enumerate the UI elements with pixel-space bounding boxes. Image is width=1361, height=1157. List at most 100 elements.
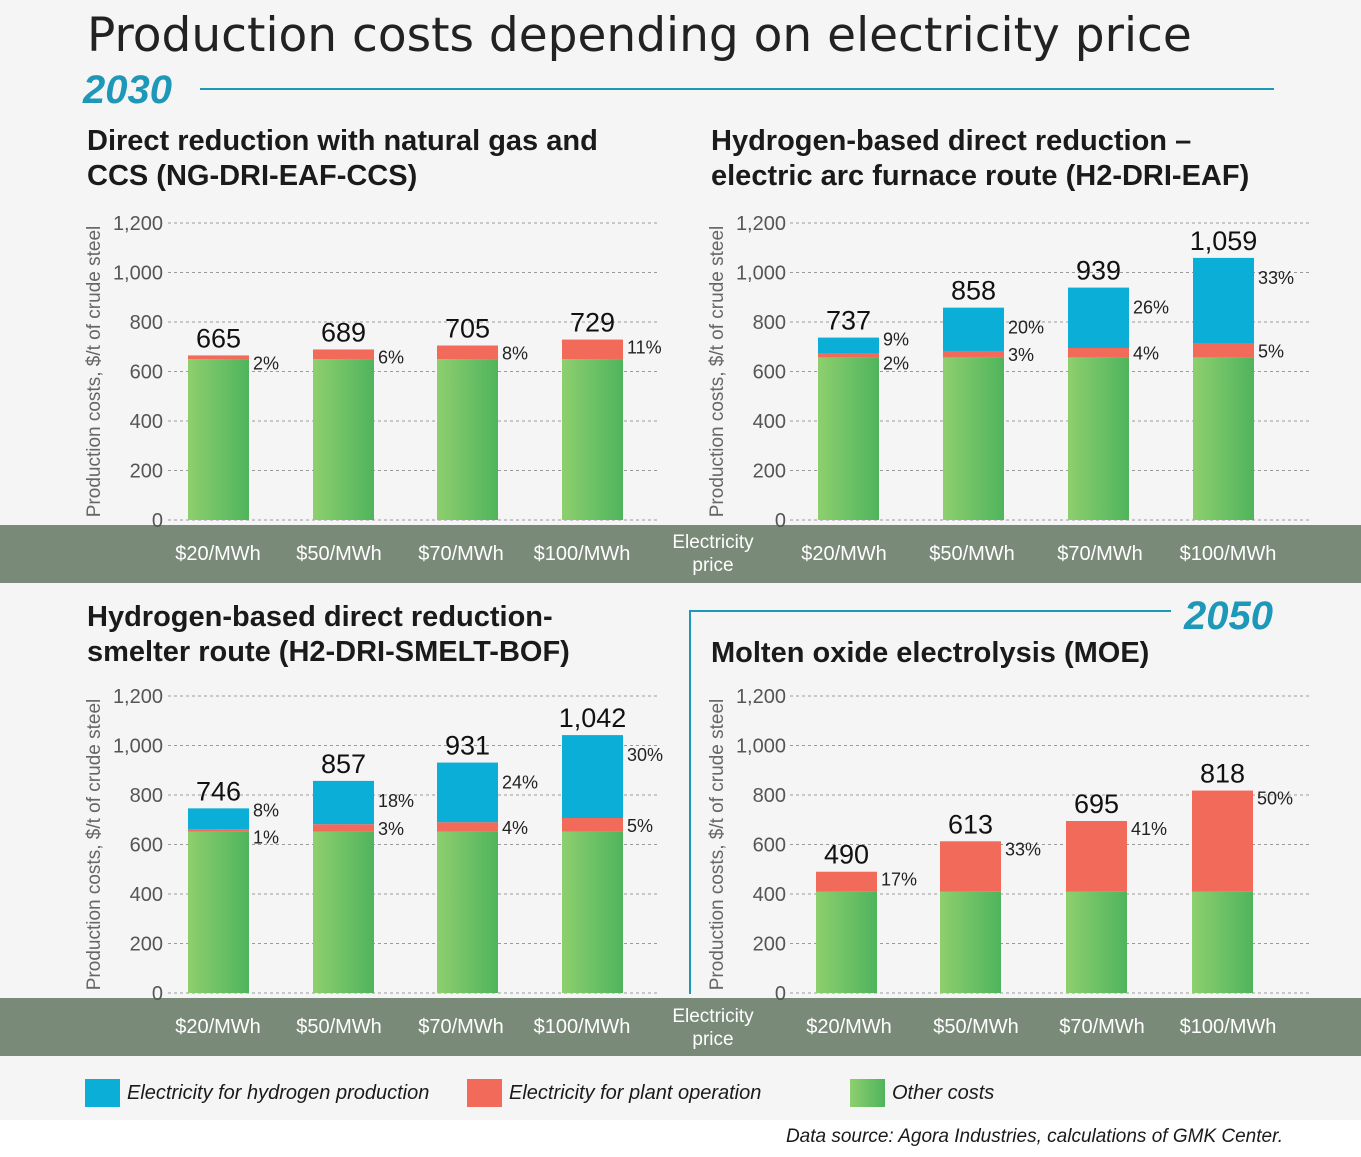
source-band	[0, 1120, 1361, 1157]
y-tick-label: 800	[753, 312, 786, 334]
x-category-label: $100/MWh	[1180, 543, 1277, 565]
bar-other-costs	[1192, 891, 1253, 993]
bar-group: 705 8%	[437, 314, 528, 520]
x-category-label: $50/MWh	[933, 1016, 1019, 1038]
y-tick-label: 1,200	[736, 686, 786, 708]
chart-title-h2-dri-eaf: Hydrogen-based direct reduction – electr…	[711, 124, 1249, 194]
y-tick-label: 1,200	[113, 686, 163, 708]
xaxis-band-bottom	[0, 998, 1361, 1056]
x-category-label: $70/MWh	[418, 1016, 504, 1038]
chart-title-h2-dri-smelt-line1: Hydrogen-based direct reduction-	[87, 601, 553, 633]
xaxis-title-bottom-line2: price	[692, 1029, 734, 1050]
bar-hydrogen-electricity	[188, 808, 249, 830]
legend-label-plant: Electricity for plant operation	[509, 1081, 762, 1104]
bar-hydrogen-electricity	[437, 762, 498, 823]
bar-total-label: 939	[1076, 256, 1121, 286]
plant-share-label: 50%	[1257, 789, 1293, 809]
chart-title-moe: Molten oxide electrolysis (MOE)	[711, 636, 1149, 671]
hydrogen-share-label: 18%	[378, 791, 414, 811]
bar-total-label: 705	[445, 314, 490, 344]
bar-other-costs	[437, 831, 498, 993]
bar-total-label: 818	[1200, 759, 1245, 789]
y-tick-label: 600	[130, 835, 163, 857]
bar-other-costs	[816, 891, 877, 993]
bar-plant-electricity	[313, 349, 374, 360]
xaxis-title-top: Electricity price	[658, 531, 768, 577]
y-tick-label: 1,000	[113, 263, 163, 285]
x-category-label: $20/MWh	[806, 1016, 892, 1038]
y-tick-label: 0	[152, 983, 163, 1005]
bar-total-label: 858	[951, 276, 996, 306]
year-2030-rule	[200, 88, 1274, 90]
bar-group: 1,042 5% 30%	[559, 703, 663, 993]
bar-group: 689 6%	[313, 317, 404, 520]
bar-plant-electricity	[188, 355, 249, 360]
x-category-label: $70/MWh	[1057, 543, 1143, 565]
legend-swatch-plant	[467, 1079, 502, 1107]
chart-moe: 0 200 400 600 800 1,000 1,200 Production costs,…	[707, 686, 1312, 1038]
bar-plant-electricity	[816, 871, 877, 892]
bar-group: 613 33%	[940, 809, 1041, 993]
legend-label-other: Other costs	[892, 1081, 995, 1104]
plant-share-label: 2%	[253, 353, 279, 373]
y-tick-label: 800	[130, 312, 163, 334]
y-tick-label: 800	[753, 785, 786, 807]
chart-title-ng-dri: Direct reduction with natural gas and CC…	[87, 124, 598, 194]
bar-plant-electricity	[1066, 820, 1127, 892]
plant-share-label: 3%	[1008, 345, 1034, 365]
bar-group: 729 11%	[562, 308, 662, 520]
chart-h2-dri-smelt-bof: 0 200 400 600 800 1,000 1,200 Production costs,…	[84, 686, 663, 1038]
plant-share-label: 4%	[1133, 344, 1159, 364]
y-tick-label: 200	[130, 461, 163, 483]
y-tick-label: 1,000	[113, 736, 163, 758]
x-category-label: $50/MWh	[296, 543, 382, 565]
y-axis-label: Production costs, $/t of crude steel	[707, 226, 728, 518]
chart-title-ng-dri-line2: CCS (NG-DRI-EAF-CCS)	[87, 160, 418, 192]
bar-plant-electricity	[1193, 343, 1254, 358]
x-category-label: $20/MWh	[175, 543, 261, 565]
bar-other-costs	[562, 831, 623, 993]
bar-total-label: 737	[826, 306, 871, 336]
bar-other-costs	[188, 359, 249, 520]
bar-other-costs	[562, 359, 623, 520]
bar-total-label: 1,059	[1190, 226, 1258, 256]
chart-title-ng-dri-line1: Direct reduction with natural gas and	[87, 125, 598, 157]
hydrogen-share-label: 24%	[502, 773, 538, 793]
y-tick-label: 1,200	[113, 213, 163, 235]
y-tick-label: 0	[775, 983, 786, 1005]
plant-share-label: 2%	[883, 353, 909, 373]
legend-label-hydrogen: Electricity for hydrogen production	[127, 1081, 430, 1104]
y-tick-label: 1,000	[736, 263, 786, 285]
bar-plant-electricity	[1068, 347, 1129, 358]
legend-item-other: Other costs	[850, 1078, 994, 1108]
y-tick-label: 600	[130, 362, 163, 384]
chart-title-h2-dri-eaf-line1: Hydrogen-based direct reduction –	[711, 125, 1192, 157]
y-axis-label: Production costs, $/t of crude steel	[707, 699, 728, 991]
bar-other-costs	[437, 359, 498, 520]
year-2030-label: 2030	[83, 68, 172, 112]
bar-hydrogen-electricity	[818, 337, 879, 354]
y-tick-label: 200	[130, 934, 163, 956]
bar-total-label: 695	[1074, 789, 1119, 819]
bar-hydrogen-electricity	[943, 307, 1004, 351]
legend-item-plant: Electricity for plant operation	[467, 1078, 761, 1108]
bar-group: 665 2%	[188, 323, 279, 520]
plant-share-label: 5%	[627, 816, 653, 836]
bar-group: 1,059 5% 33%	[1190, 226, 1294, 520]
xaxis-title-top-line2: price	[692, 555, 734, 576]
y-axis-label: Production costs, $/t of crude steel	[84, 226, 105, 518]
bar-other-costs	[188, 831, 249, 993]
hydrogen-share-label: 8%	[253, 800, 279, 820]
plant-share-label: 41%	[1131, 819, 1167, 839]
bar-group: 858 3% 20%	[943, 276, 1044, 520]
legend-swatch-hydrogen	[85, 1079, 120, 1107]
bar-total-label: 746	[196, 776, 241, 806]
bar-other-costs	[943, 357, 1004, 520]
year-2050-label: 2050	[1184, 594, 1273, 638]
bar-other-costs	[313, 831, 374, 993]
bar-group: 490 17%	[816, 840, 917, 993]
xaxis-title-top-line1: Electricity	[672, 532, 754, 553]
bar-hydrogen-electricity	[313, 780, 374, 825]
y-tick-label: 400	[753, 411, 786, 433]
plant-share-label: 3%	[378, 819, 404, 839]
